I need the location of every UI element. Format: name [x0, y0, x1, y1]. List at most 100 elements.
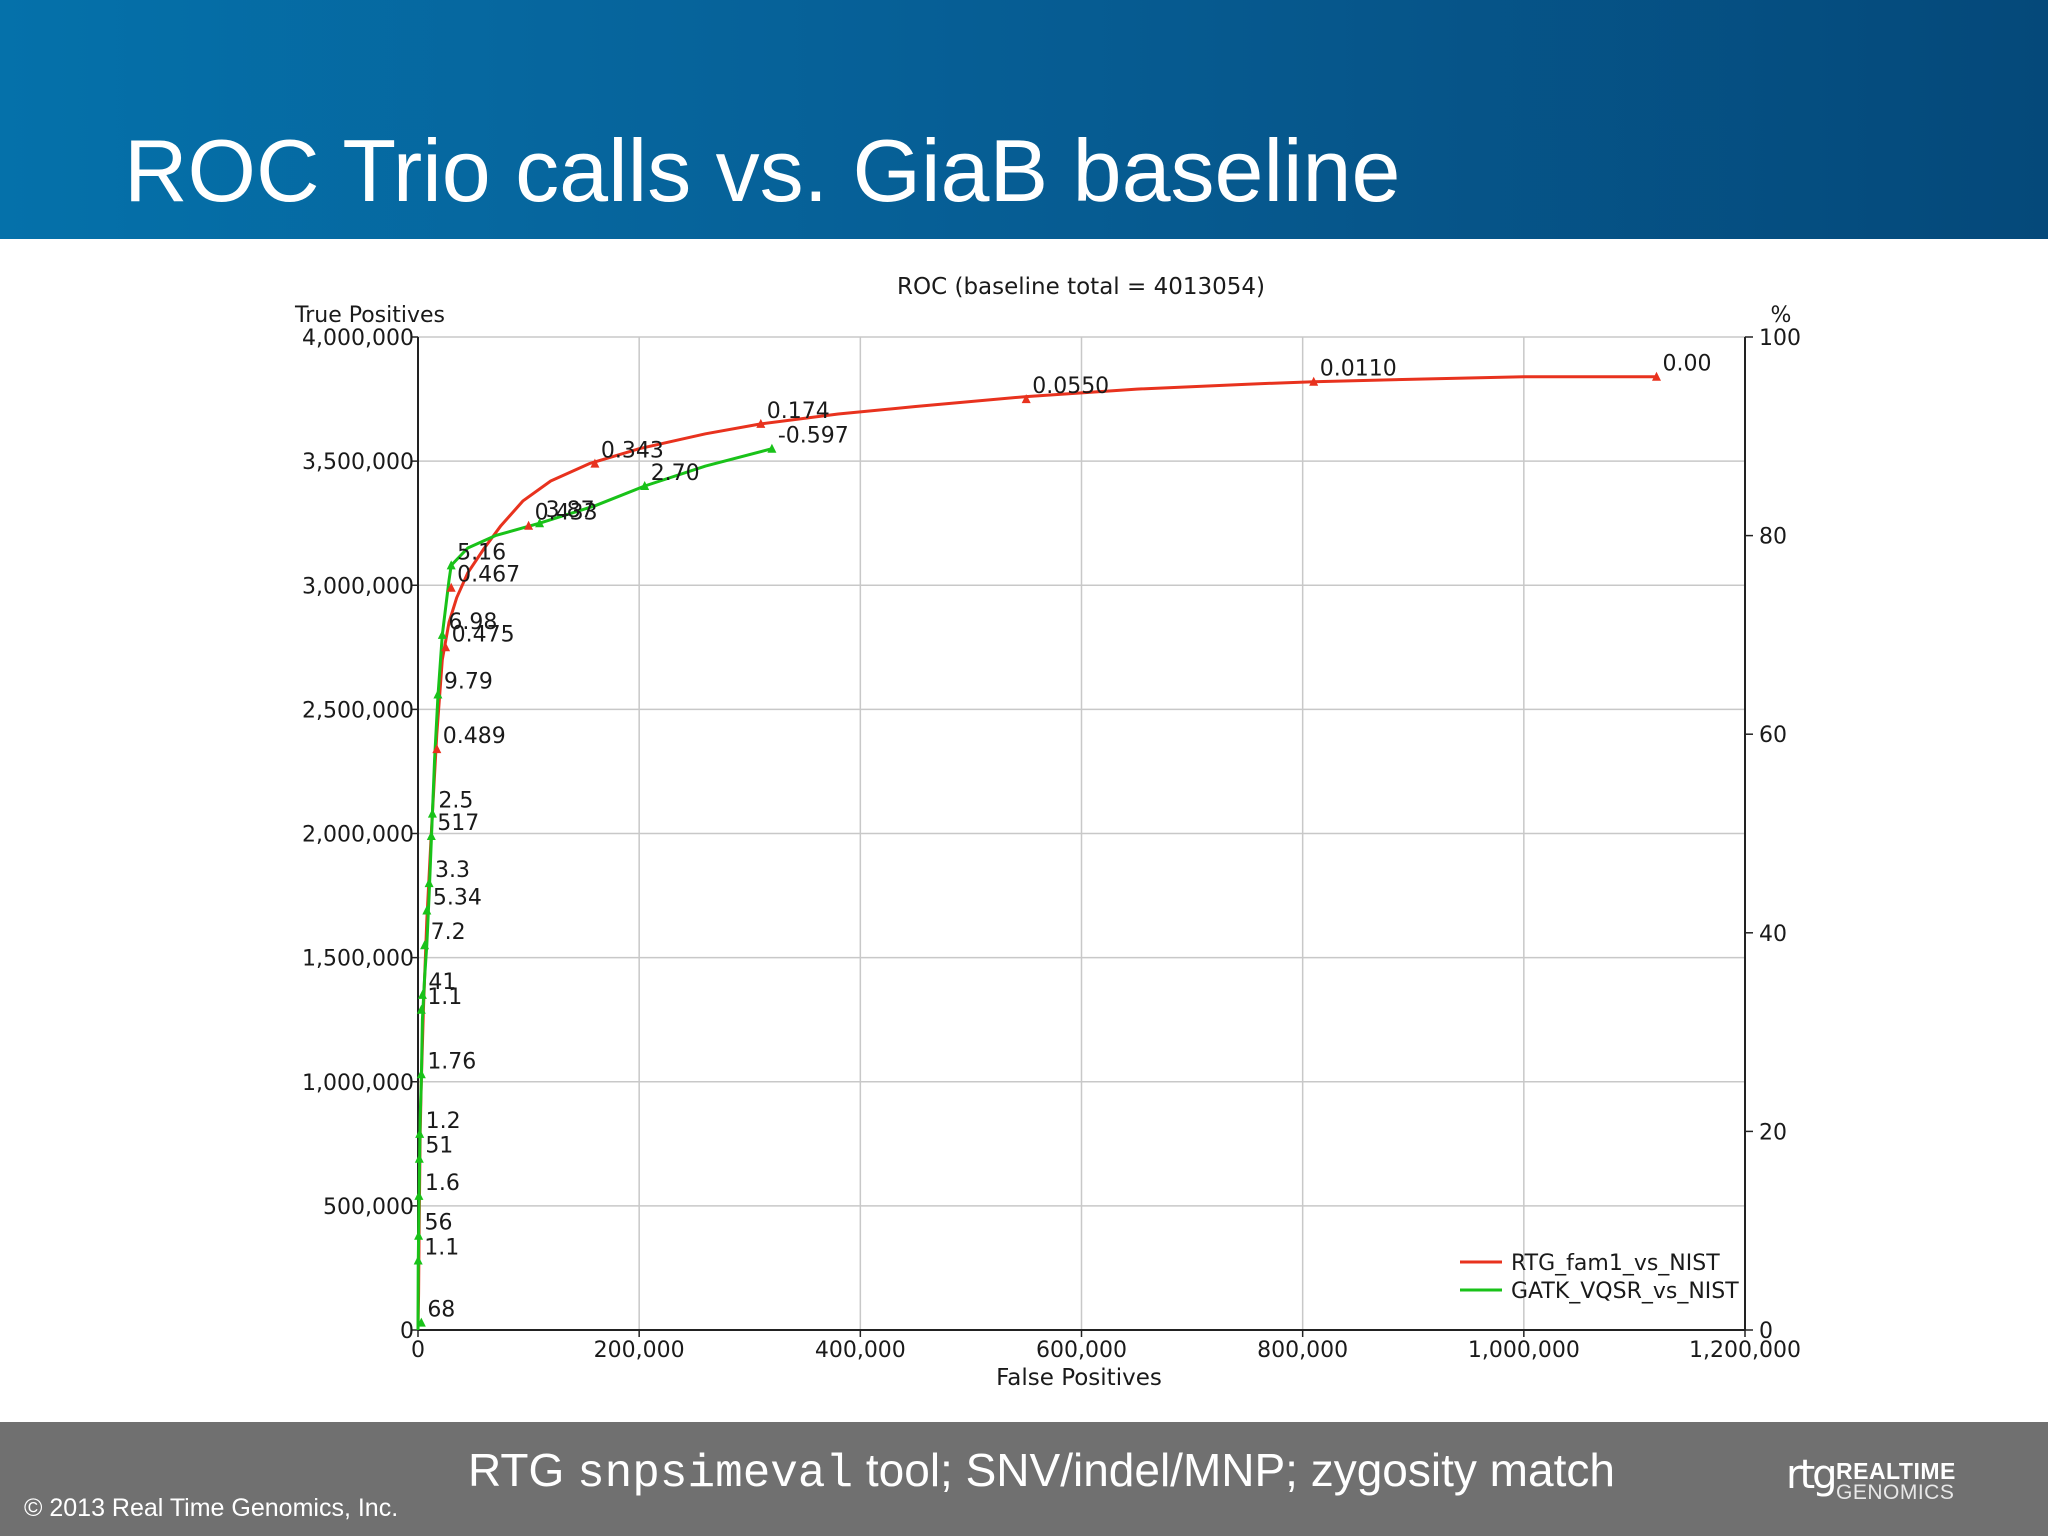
point-label-rtg-fam1-vs-nist: 0.00: [1663, 352, 1712, 377]
point-marker-gatk-vqsr-vs-nist: [424, 878, 434, 888]
point-label-rtg-fam1-vs-nist: 0.0110: [1320, 357, 1397, 382]
point-label-gatk-vqsr-vs-nist: 1.1: [424, 1235, 459, 1260]
point-marker-gatk-vqsr-vs-nist: [433, 689, 443, 699]
slide-title: ROC Trio calls vs. GiaB baseline: [124, 121, 1401, 220]
right-tick-label: 40: [1759, 922, 1787, 947]
logo-wordmark-line1: REALTIME: [1836, 1458, 1956, 1484]
point-label-rtg-fam1-vs-nist: 0.343: [601, 439, 664, 464]
point-label-gatk-vqsr-vs-nist: 41: [428, 970, 456, 995]
point-label-gatk-vqsr-vs-nist: 5.34: [433, 885, 482, 910]
y-tick-label: 1,000,000: [302, 1071, 414, 1096]
chart-legend: RTG_fam1_vs_NIST GATK_VQSR_vs_NIST: [1460, 1251, 1739, 1304]
point-label-rtg-fam1-vs-nist: 0.0550: [1032, 374, 1109, 399]
point-label-gatk-vqsr-vs-nist: 68: [427, 1298, 455, 1323]
point-marker-gatk-vqsr-vs-nist: [414, 1153, 424, 1163]
right-axis-label: %: [1771, 303, 1792, 328]
logo-wordmark-line2: GENOMICS: [1836, 1481, 1955, 1504]
point-marker-rtg-fam1-vs-nist: [446, 582, 456, 592]
x-tick-label: 800,000: [1257, 1338, 1348, 1363]
point-marker-gatk-vqsr-vs-nist: [422, 905, 432, 915]
caption-prefix: RTG: [468, 1444, 578, 1496]
point-label-rtg-fam1-vs-nist: 0.467: [457, 563, 520, 588]
point-label-gatk-vqsr-vs-nist: 1.76: [427, 1049, 476, 1074]
y-tick-label: 3,000,000: [302, 574, 414, 599]
y-tick-label: 0: [400, 1319, 414, 1344]
y-tick-label: 3,500,000: [302, 450, 414, 475]
point-label-gatk-vqsr-vs-nist: 51: [425, 1134, 453, 1159]
series-markers: 0.433 0.343 0.174 0.0550 0.0110 0.00 0.467 0.47…: [413, 352, 1712, 1327]
y-tick-label: 1,500,000: [302, 947, 414, 972]
point-label-rtg-fam1-vs-nist: 0.489: [443, 724, 506, 749]
point-label-rtg-fam1-vs-nist: 0.433: [535, 501, 598, 526]
right-tick-label: 100: [1759, 326, 1801, 351]
point-marker-gatk-vqsr-vs-nist: [417, 989, 427, 999]
point-label-gatk-vqsr-vs-nist: 1.6: [425, 1171, 460, 1196]
point-marker-rtg-fam1-vs-nist: [1309, 376, 1319, 386]
y-tick-label: 2,500,000: [302, 698, 414, 723]
copyright-notice: © 2013 Real Time Genomics, Inc.: [24, 1494, 399, 1522]
point-marker-gatk-vqsr-vs-nist: [416, 1317, 426, 1327]
point-label-gatk-vqsr-vs-nist: -0.597: [778, 424, 849, 449]
logo-mark-icon: rtg: [1786, 1452, 1838, 1498]
x-tick-label: 600,000: [1036, 1338, 1127, 1363]
point-label-gatk-vqsr-vs-nist: 56: [425, 1211, 453, 1236]
point-label-gatk-vqsr-vs-nist: 5.16: [457, 540, 506, 565]
point-label-gatk-vqsr-vs-nist: 9.79: [444, 669, 493, 694]
point-marker-gatk-vqsr-vs-nist: [415, 1128, 425, 1138]
point-marker-gatk-vqsr-vs-nist: [767, 443, 777, 453]
point-label-gatk-vqsr-vs-nist: 1.1: [427, 985, 462, 1010]
point-label-gatk-vqsr-vs-nist: 3.87: [546, 498, 595, 523]
x-tick-label: 200,000: [594, 1338, 685, 1363]
x-axis-label: False Positives: [996, 1365, 1162, 1391]
point-marker-gatk-vqsr-vs-nist: [427, 808, 437, 818]
point-marker-gatk-vqsr-vs-nist: [416, 1004, 426, 1014]
grid-lines: [417, 336, 1746, 1331]
point-marker-rtg-fam1-vs-nist: [524, 520, 534, 530]
y-tick-label: 500,000: [323, 1195, 414, 1220]
point-marker-gatk-vqsr-vs-nist: [437, 629, 447, 639]
slide-header: ROC Trio calls vs. GiaB baseline: [0, 0, 2048, 239]
point-marker-gatk-vqsr-vs-nist: [414, 1190, 424, 1200]
point-marker-gatk-vqsr-vs-nist: [446, 560, 456, 570]
point-marker-rtg-fam1-vs-nist: [590, 458, 600, 468]
chart-title: ROC (baseline total = 4013054): [897, 274, 1265, 300]
right-tick-label: 60: [1759, 723, 1787, 748]
x-tick-label: 1,200,000: [1689, 1338, 1801, 1363]
y-tick-label: 4,000,000: [302, 326, 414, 351]
series-lines: [416, 375, 1657, 1331]
caption-tool-name: snpsimeval: [577, 1448, 854, 1500]
y-tick-label: 2,000,000: [302, 823, 414, 848]
point-marker-rtg-fam1-vs-nist: [1652, 371, 1661, 381]
point-label-gatk-vqsr-vs-nist: 2.70: [651, 461, 700, 486]
legend-label: RTG_fam1_vs_NIST: [1511, 1251, 1720, 1276]
y-axis-label: True Positives: [294, 303, 445, 328]
right-tick-label: 20: [1759, 1120, 1787, 1145]
axes: 0 200,000 400,000 600,000 800,000 1,000,000 1,…: [302, 326, 1801, 1363]
legend-label: GATK_VQSR_vs_NIST: [1511, 1279, 1739, 1304]
company-logo: rtg REALTIME GENOMICS: [1786, 1452, 1956, 1506]
point-label-rtg-fam1-vs-nist: 0.174: [767, 399, 830, 424]
point-label-gatk-vqsr-vs-nist: 3.3: [435, 858, 470, 883]
x-tick-label: 400,000: [815, 1338, 906, 1363]
point-marker-rtg-fam1-vs-nist: [432, 744, 442, 754]
point-label-rtg-fam1-vs-nist: 0.475: [452, 622, 515, 647]
point-marker-gatk-vqsr-vs-nist: [413, 1255, 423, 1265]
point-marker-gatk-vqsr-vs-nist: [640, 481, 650, 490]
point-marker-gatk-vqsr-vs-nist: [535, 518, 545, 528]
point-marker-rtg-fam1-vs-nist: [441, 642, 451, 652]
x-tick-label: 1,000,000: [1468, 1338, 1580, 1363]
point-marker-rtg-fam1-vs-nist: [1021, 394, 1031, 404]
x-tick-label: 0: [411, 1338, 425, 1363]
point-marker-gatk-vqsr-vs-nist: [416, 1069, 426, 1079]
right-tick-label: 0: [1759, 1319, 1773, 1344]
caption-suffix: tool; SNV/indel/MNP; zygosity match: [853, 1444, 1615, 1496]
point-marker-gatk-vqsr-vs-nist: [414, 1230, 424, 1240]
point-label-gatk-vqsr-vs-nist: 6.98: [448, 610, 497, 635]
point-marker-gatk-vqsr-vs-nist: [420, 940, 430, 950]
roc-chart: ROC (baseline total = 4013054) True Posi…: [294, 274, 1801, 1391]
right-tick-label: 80: [1759, 525, 1787, 550]
footer-caption: RTG snpsimeval tool; SNV/indel/MNP; zygo…: [468, 1442, 1615, 1502]
point-marker-rtg-fam1-vs-nist: [756, 418, 766, 428]
point-label-gatk-vqsr-vs-nist: 2.5: [438, 789, 473, 814]
series-line-rtg-fam1-vs-nist: [416, 375, 1657, 1331]
